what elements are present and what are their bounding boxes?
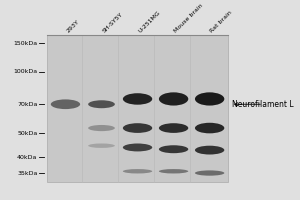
Text: 50kDa: 50kDa bbox=[17, 131, 38, 136]
Ellipse shape bbox=[88, 100, 115, 108]
Ellipse shape bbox=[159, 123, 188, 133]
Ellipse shape bbox=[88, 143, 115, 148]
Ellipse shape bbox=[51, 99, 80, 109]
Text: Rat brain: Rat brain bbox=[210, 10, 233, 34]
Text: 35kDa: 35kDa bbox=[17, 171, 38, 176]
Text: U-251MG: U-251MG bbox=[138, 10, 161, 34]
Text: Mouse brain: Mouse brain bbox=[174, 3, 204, 34]
Ellipse shape bbox=[123, 123, 152, 133]
Ellipse shape bbox=[159, 145, 188, 153]
Ellipse shape bbox=[195, 146, 224, 155]
Ellipse shape bbox=[195, 92, 224, 106]
Text: 40kDa: 40kDa bbox=[17, 155, 38, 160]
Text: 100kDa: 100kDa bbox=[13, 69, 38, 74]
Text: 293Y: 293Y bbox=[65, 19, 80, 34]
Ellipse shape bbox=[123, 93, 152, 105]
Ellipse shape bbox=[123, 143, 152, 151]
Ellipse shape bbox=[88, 125, 115, 131]
Text: 70kDa: 70kDa bbox=[17, 102, 38, 107]
Ellipse shape bbox=[123, 169, 152, 173]
Ellipse shape bbox=[195, 123, 224, 133]
Ellipse shape bbox=[159, 92, 188, 106]
Text: SH-SY5Y: SH-SY5Y bbox=[101, 12, 124, 34]
Ellipse shape bbox=[195, 170, 224, 176]
FancyBboxPatch shape bbox=[47, 35, 228, 182]
Text: Neurofilament L: Neurofilament L bbox=[232, 100, 294, 109]
Ellipse shape bbox=[159, 169, 188, 173]
Text: 150kDa: 150kDa bbox=[13, 41, 38, 46]
